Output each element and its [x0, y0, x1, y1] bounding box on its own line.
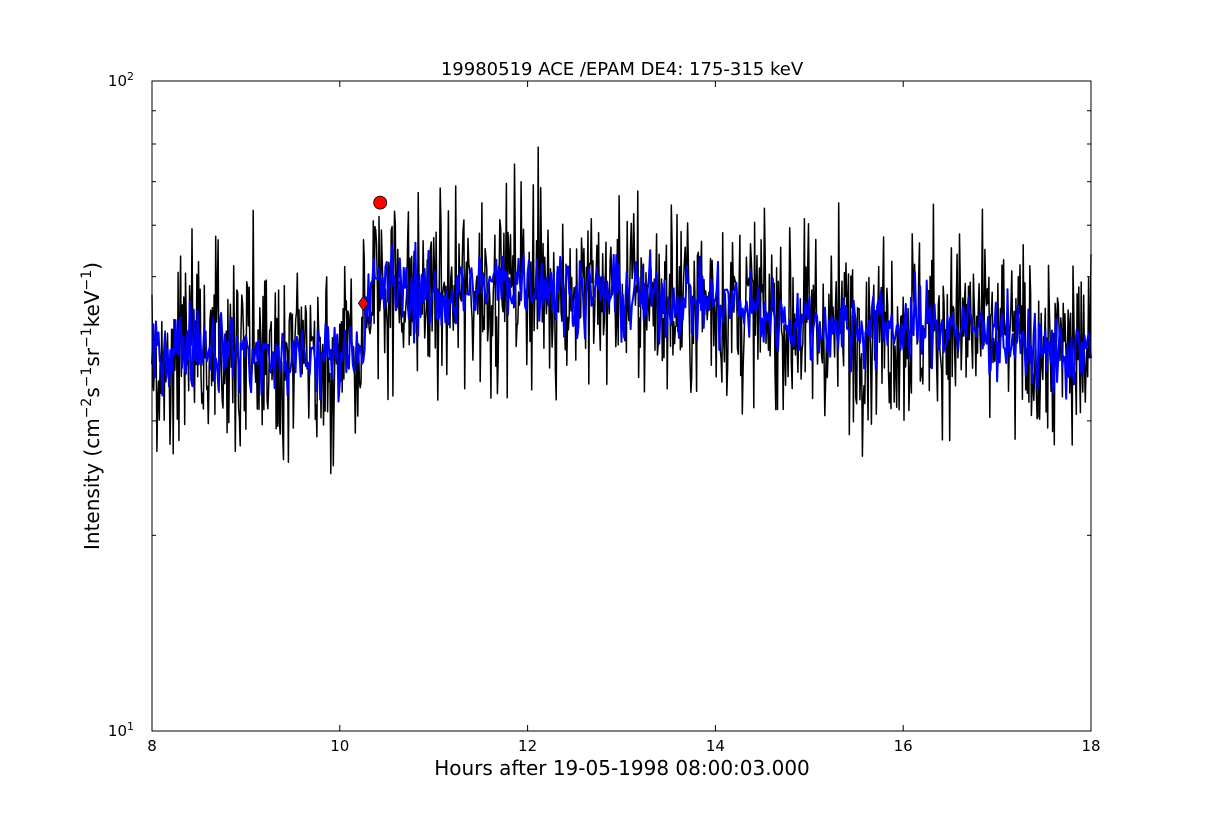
- y-tick-exponent: 2: [127, 70, 134, 83]
- y-label-exponent: −1: [79, 270, 95, 291]
- series-line-1: [151, 241, 1092, 403]
- series-layer: [151, 146, 1092, 475]
- marker-diamond-1: [357, 295, 369, 311]
- x-tick-label: 16: [894, 737, 913, 755]
- y-label-exponent: −1: [79, 327, 95, 348]
- y-label-exponent: −2: [79, 398, 95, 419]
- chart-title: 19980519 ACE /EPAM DE4: 175-315 keV: [441, 59, 804, 80]
- x-axis-ticks: 8 10 12 14 16 18: [147, 81, 1101, 755]
- x-tick-label: 12: [518, 737, 537, 755]
- y-tick-exponent: 1: [127, 720, 134, 733]
- plot-frame: [151, 80, 1092, 732]
- x-tick-label: 8: [147, 737, 157, 755]
- y-label-unit: s: [80, 387, 104, 397]
- x-tick-label: 18: [1081, 737, 1100, 755]
- x-tick-label: 10: [330, 737, 349, 755]
- y-label-unit: keV: [80, 290, 104, 327]
- y-label-unit: sr: [80, 347, 104, 366]
- x-axis-label: Hours after 19-05-1998 08:00:03.000: [434, 756, 810, 780]
- x-tick-label: 14: [706, 737, 725, 755]
- y-label-unit: ): [80, 262, 104, 270]
- y-axis-label: Intensity (cm−2s−1sr−1keV−1): [79, 262, 104, 550]
- y-label-exponent: −1: [79, 367, 95, 388]
- marker-layer: [357, 195, 388, 311]
- y-label-prefix: Intensity (cm: [80, 418, 104, 550]
- marker-circle-0: [373, 195, 388, 210]
